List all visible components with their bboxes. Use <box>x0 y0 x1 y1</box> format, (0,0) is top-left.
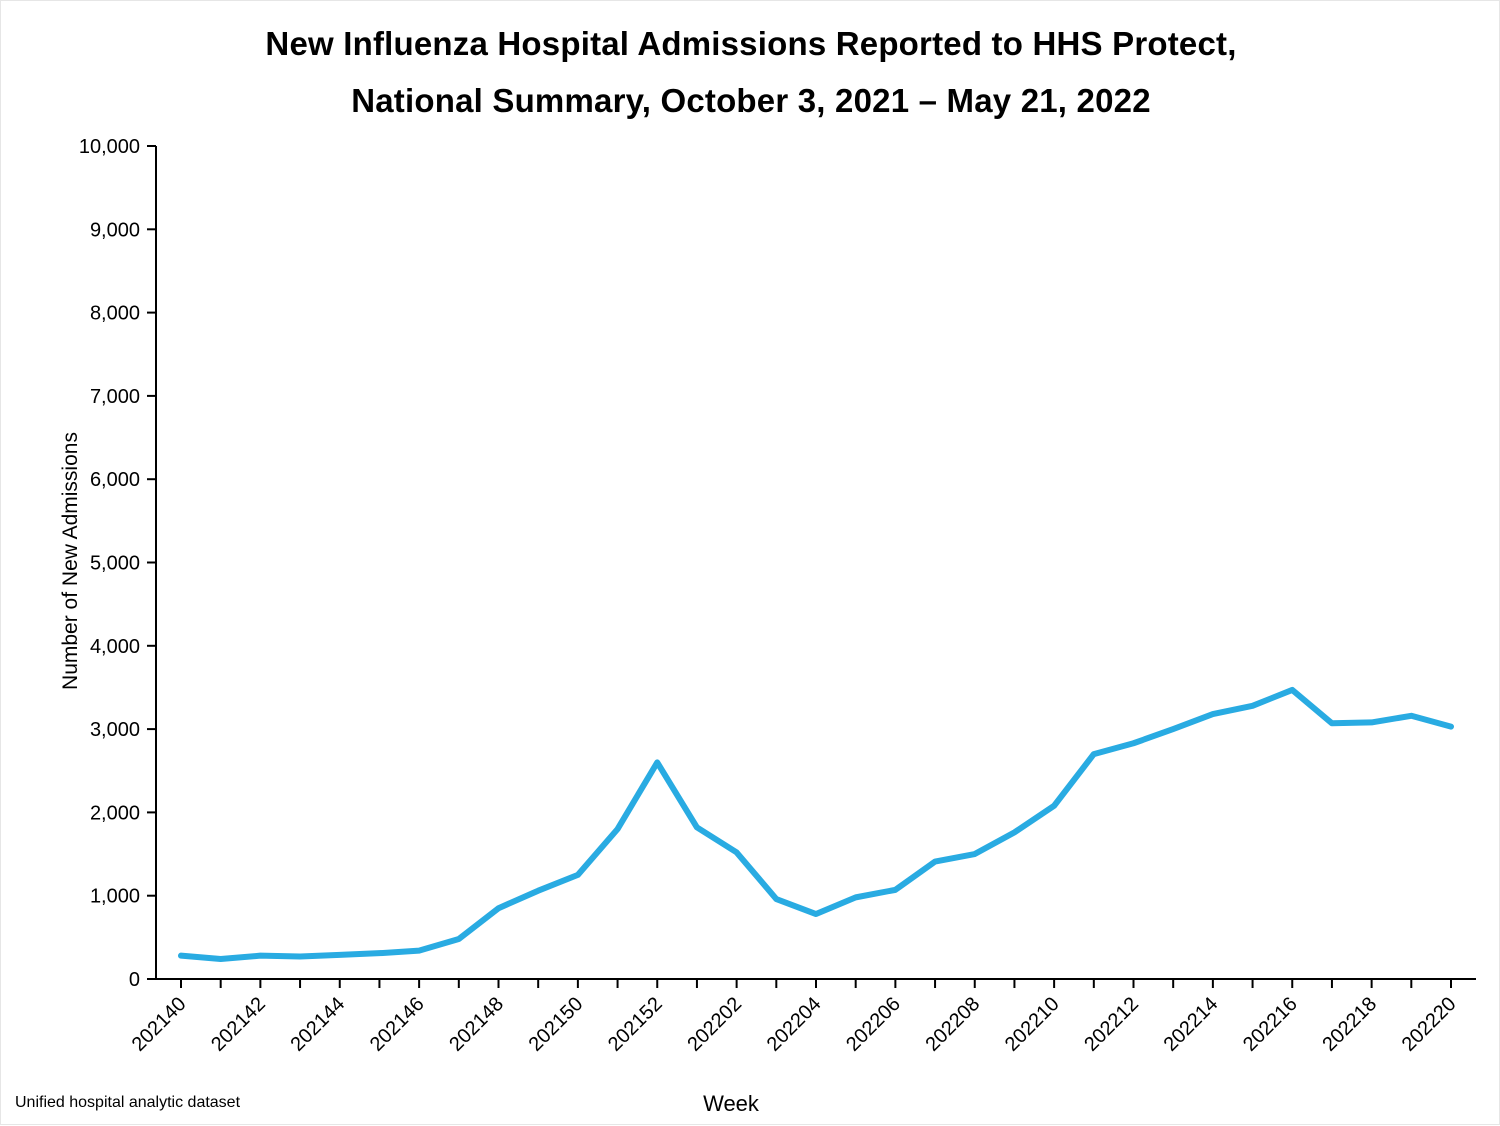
axis-tick-labels: 0 1,000 2,000 3,000 4,000 5,000 6,000 7,000 8,00… <box>79 136 1461 1056</box>
x-tick-label: 202216 <box>1239 993 1302 1056</box>
x-tick-label: 202146 <box>366 993 429 1056</box>
y-tick-label: 7,000 <box>90 386 140 408</box>
axis-ticks <box>147 145 1452 988</box>
x-tick-label: 202140 <box>128 993 191 1056</box>
data-series <box>178 686 1454 963</box>
chart-title-line1: New Influenza Hospital Admissions Report… <box>265 25 1237 62</box>
x-tick-label: 202208 <box>922 993 985 1056</box>
x-tick-label: 202152 <box>604 993 667 1056</box>
x-tick-label: 202148 <box>445 993 508 1056</box>
x-tick-label: 202142 <box>207 993 270 1056</box>
x-tick-label: 202212 <box>1080 993 1143 1056</box>
y-tick-label: 1,000 <box>90 886 140 908</box>
y-tick-label: 0 <box>129 969 140 991</box>
x-tick-label: 202202 <box>683 993 746 1056</box>
y-axis-title: Number of New Admissions <box>59 432 82 690</box>
x-tick-label: 202206 <box>842 993 905 1056</box>
x-tick-label: 202150 <box>525 993 588 1056</box>
y-tick-label: 4,000 <box>90 636 140 658</box>
x-tick-label: 202204 <box>763 993 826 1056</box>
dataset-footnote: Unified hospital analytic dataset <box>15 1094 241 1111</box>
x-tick-label: 202144 <box>287 993 350 1056</box>
y-tick-label: 9,000 <box>90 219 140 241</box>
chart-title-line2: National Summary, October 3, 2021 – May … <box>351 82 1151 119</box>
chart-title: New Influenza Hospital Admissions Report… <box>1 15 1500 129</box>
x-axis-title: Week <box>703 1091 759 1116</box>
x-tick-label: 202214 <box>1160 993 1223 1056</box>
y-tick-label: 3,000 <box>90 719 140 741</box>
y-tick-label: 2,000 <box>90 802 140 824</box>
x-tick-label: 202218 <box>1318 993 1381 1056</box>
y-tick-label: 5,000 <box>90 553 140 575</box>
admissions-line <box>178 686 1454 963</box>
y-tick-label: 8,000 <box>90 303 140 325</box>
y-tick-label: 10,000 <box>79 136 140 158</box>
x-tick-label: 202210 <box>1001 993 1064 1056</box>
y-tick-label: 6,000 <box>90 469 140 491</box>
x-tick-label: 202220 <box>1398 993 1461 1056</box>
axes <box>155 146 1476 980</box>
